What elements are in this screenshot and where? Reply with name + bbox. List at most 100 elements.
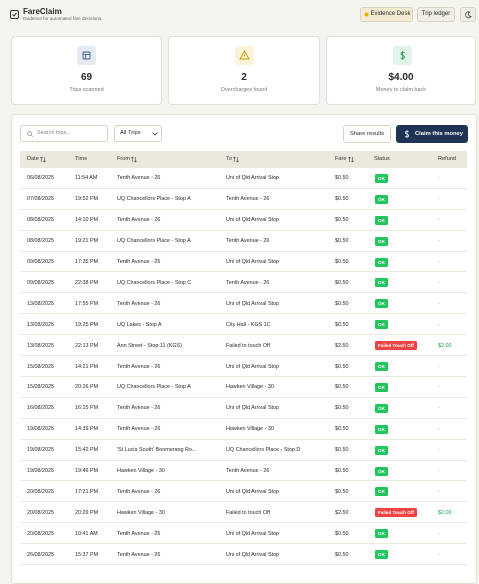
from-stop-cell: UQ Chancellors Place - Stop C xyxy=(117,279,192,286)
table-row xyxy=(20,544,467,566)
evidence-desk-button[interactable]: Evidence Desk xyxy=(360,7,413,22)
to-stop-cell: UQ Chancellors Place - Stop D xyxy=(226,447,301,454)
table-row xyxy=(20,293,467,315)
sort-icon xyxy=(347,156,354,162)
fare-cell: $0.50 xyxy=(335,551,349,558)
app-title: FareClaim xyxy=(23,7,62,16)
fare-cell: $0.50 xyxy=(335,405,349,412)
date-cell: 20/08/2025 xyxy=(27,488,54,495)
date-cell: 26/08/2025 xyxy=(27,551,54,558)
trip-ledger-button[interactable]: Trip ledger xyxy=(417,7,455,22)
date-cell: 13/08/2025 xyxy=(27,321,54,328)
filter-select[interactable]: All Trips xyxy=(114,125,162,142)
to-stop-cell: Uni of Qld Arrival Stop xyxy=(226,259,280,266)
stat-label: Money to claim back xyxy=(375,87,427,93)
money-icon xyxy=(393,46,412,65)
date-cell: 19/08/2025 xyxy=(27,468,54,475)
stat-value: $4.00 xyxy=(388,72,414,83)
column-header: Time xyxy=(75,156,88,162)
from-stop-cell: Tenth Avenue - 26 xyxy=(117,175,161,182)
from-stop-cell: Tenth Avenue - 26 xyxy=(117,530,161,537)
time-cell: 22:38 PM xyxy=(75,279,99,286)
button-label: Share results xyxy=(349,131,385,137)
to-stop-cell: City Hall - KGS 1C xyxy=(226,321,271,328)
from-stop-cell: Hawken Village - 30 xyxy=(117,509,165,516)
date-cell: 16/08/2025 xyxy=(27,405,54,412)
status-badge: OK xyxy=(375,236,388,246)
table-row xyxy=(20,482,467,503)
table-row xyxy=(20,502,467,524)
from-stop-cell: Tenth Avenue - 26 xyxy=(117,259,161,266)
status-badge: OK xyxy=(375,466,388,476)
table-row xyxy=(20,419,467,440)
refund-cell: - xyxy=(438,384,440,391)
to-stop-cell: Failed to touch Off xyxy=(226,342,270,349)
from-stop-cell: 'St Lucia South' Boomerang Ro... xyxy=(117,447,197,454)
status-badge: OK xyxy=(375,487,388,497)
time-cell: 19:21 PM xyxy=(75,238,99,245)
status-badge: OK xyxy=(375,257,388,267)
search-placeholder: Search trips... xyxy=(37,130,71,136)
stat-value: 69 xyxy=(80,72,93,83)
to-stop-cell: Uni of Qld Arrival Stop xyxy=(226,530,280,537)
date-cell: 20/08/2025 xyxy=(27,509,54,516)
table-row xyxy=(20,398,467,419)
fare-cell: $0.50 xyxy=(335,238,349,245)
to-stop-cell: Tenth Avenue - 26 xyxy=(226,468,270,475)
fare-cell: $2.50 xyxy=(335,509,349,516)
dollar-icon xyxy=(404,130,410,138)
status-badge: Failed Touch Off xyxy=(375,341,417,351)
chevron-icon xyxy=(152,132,158,136)
stat-label: Trips scanned xyxy=(69,87,104,93)
star-icon xyxy=(364,12,369,17)
from-stop-cell: Tenth Avenue - 26 xyxy=(117,363,161,370)
status-badge: OK xyxy=(375,194,388,204)
to-stop-cell: Uni of Qld Arrival Stop xyxy=(226,217,280,224)
search-icon xyxy=(27,131,33,137)
claim-button[interactable]: Claim this money xyxy=(396,125,468,143)
app-subtitle: Evidence for automated fare decisions. xyxy=(23,16,103,21)
date-cell: 19/08/2025 xyxy=(27,447,54,454)
fare-cell: $2.50 xyxy=(335,342,349,349)
share-button[interactable]: Share results xyxy=(343,125,391,143)
stat-card: 2 Overcharges found xyxy=(168,36,320,105)
status-badge: OK xyxy=(375,278,388,288)
from-stop-cell: Tenth Avenue - 26 xyxy=(117,551,161,558)
fare-cell: $0.50 xyxy=(335,426,349,433)
to-stop-cell: Hawken Village - 30 xyxy=(226,384,274,391)
fare-cell: $0.50 xyxy=(335,488,349,495)
table-row xyxy=(20,273,467,294)
refund-cell: - xyxy=(438,468,440,475)
status-badge: OK xyxy=(375,320,388,330)
from-stop-cell: Ann Street - Stop 11 (KGS) xyxy=(117,342,182,349)
refund-cell: - xyxy=(438,238,440,245)
date-cell: 07/08/2025 xyxy=(27,196,54,203)
stat-value: 2 xyxy=(241,72,247,83)
time-cell: 16:15 PM xyxy=(75,405,99,412)
refund-cell: - xyxy=(438,175,440,182)
status-badge: OK xyxy=(375,382,388,392)
status-badge: OK xyxy=(375,215,388,225)
sort-icon xyxy=(39,156,46,162)
fare-cell: $0.50 xyxy=(335,321,349,328)
to-stop-cell: Tenth Avenue - 26 xyxy=(226,279,270,286)
table-row xyxy=(20,231,467,252)
table-row xyxy=(20,523,467,545)
fare-cell: $0.50 xyxy=(335,259,349,266)
status-badge: Failed Touch Off xyxy=(375,508,417,518)
search-input[interactable]: Search trips... xyxy=(20,125,108,142)
refund-cell: - xyxy=(438,488,440,495)
date-cell: 15/08/2025 xyxy=(27,363,54,370)
date-cell: 09/08/2025 xyxy=(27,259,54,266)
date-cell: 15/08/2025 xyxy=(27,384,54,391)
date-cell: 08/08/2025 xyxy=(27,217,54,224)
date-cell: 13/08/2025 xyxy=(27,342,54,349)
stat-card: $4.00 Money to claim back xyxy=(326,36,476,105)
time-cell: 14:39 PM xyxy=(75,426,99,433)
theme-toggle[interactable] xyxy=(460,7,476,22)
date-cell: 13/08/2025 xyxy=(27,300,54,307)
table-row xyxy=(20,189,467,210)
from-stop-cell: Tenth Avenue - 26 xyxy=(117,217,161,224)
warning-icon xyxy=(235,46,254,65)
